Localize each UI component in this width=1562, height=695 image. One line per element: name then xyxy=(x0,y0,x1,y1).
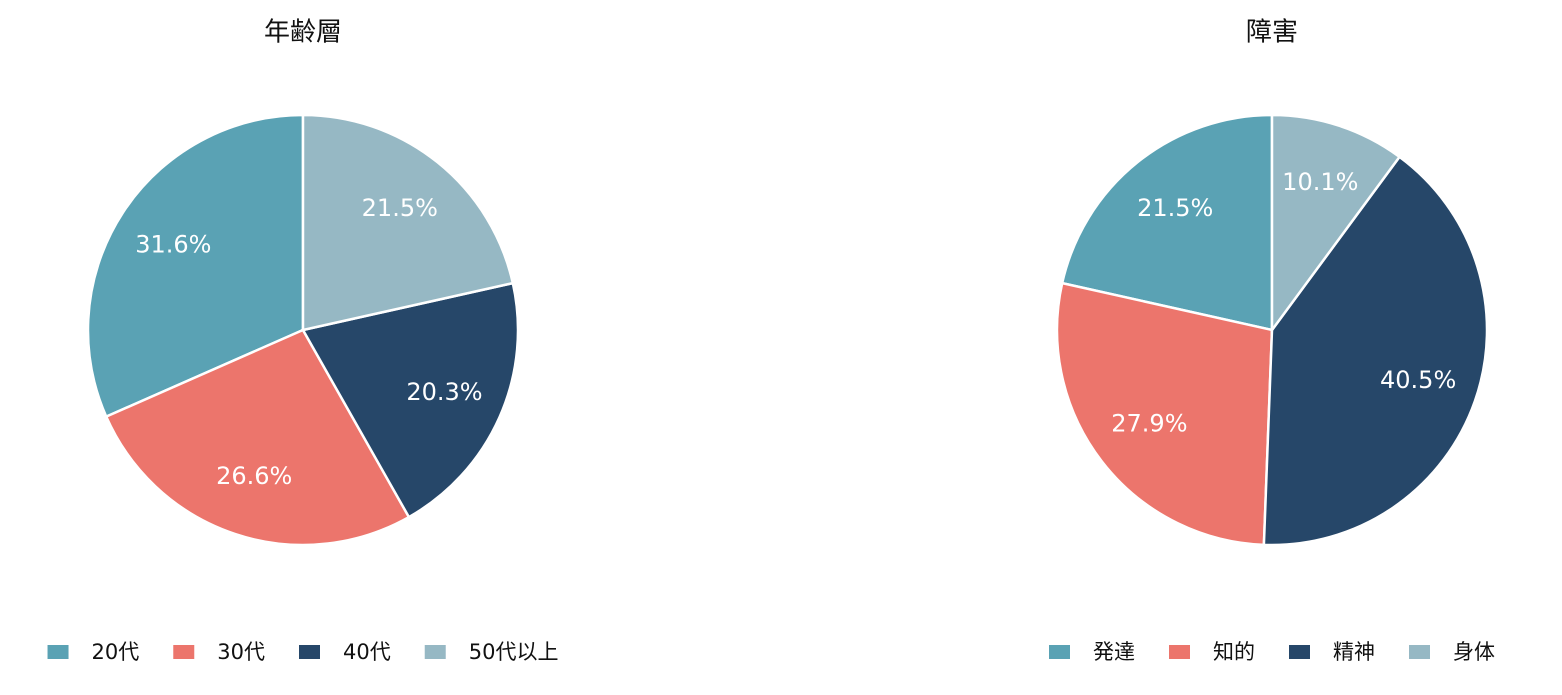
legend: 発達 知的 精神 身体 xyxy=(1049,640,1495,664)
legend-label: 発達 xyxy=(1093,640,1135,664)
legend-label: 20代 xyxy=(92,640,140,664)
pie-slice xyxy=(301,281,520,519)
pie-slice xyxy=(86,113,305,419)
slice-label: 21.5% xyxy=(1137,194,1213,222)
legend: 20代 30代 40代 50代以上 xyxy=(47,640,559,664)
chart-title: 障害 xyxy=(1246,18,1298,48)
legend-swatch xyxy=(1409,645,1430,659)
slice-label: 40.5% xyxy=(1380,366,1456,394)
legend-swatch xyxy=(299,645,320,659)
legend-swatch xyxy=(1049,645,1070,659)
slice-label: 20.3% xyxy=(406,378,482,406)
legend-swatch xyxy=(173,645,195,659)
legend-label: 50代以上 xyxy=(469,640,559,664)
legend-label: 30代 xyxy=(217,640,265,664)
legend-label: 精神 xyxy=(1333,640,1375,664)
legend-label: 40代 xyxy=(343,640,391,664)
slice-label: 27.9% xyxy=(1111,409,1187,437)
legend-label: 知的 xyxy=(1213,640,1255,664)
pie-slice xyxy=(1270,113,1402,334)
slice-label: 10.1% xyxy=(1282,168,1358,196)
pie-slice xyxy=(1055,281,1274,547)
chart-title: 年齢層 xyxy=(264,18,342,48)
legend-swatch xyxy=(1289,645,1310,659)
pie-slice xyxy=(301,113,515,332)
legend-swatch xyxy=(1169,645,1190,659)
legend-label: 身体 xyxy=(1453,640,1495,664)
pie-slice xyxy=(1060,113,1274,332)
slice-label: 31.6% xyxy=(135,230,211,258)
legend-swatch xyxy=(47,645,69,659)
slice-label: 26.6% xyxy=(216,462,292,490)
pie-slice xyxy=(1262,155,1489,547)
legend-swatch xyxy=(424,645,446,659)
slice-label: 21.5% xyxy=(362,194,438,222)
